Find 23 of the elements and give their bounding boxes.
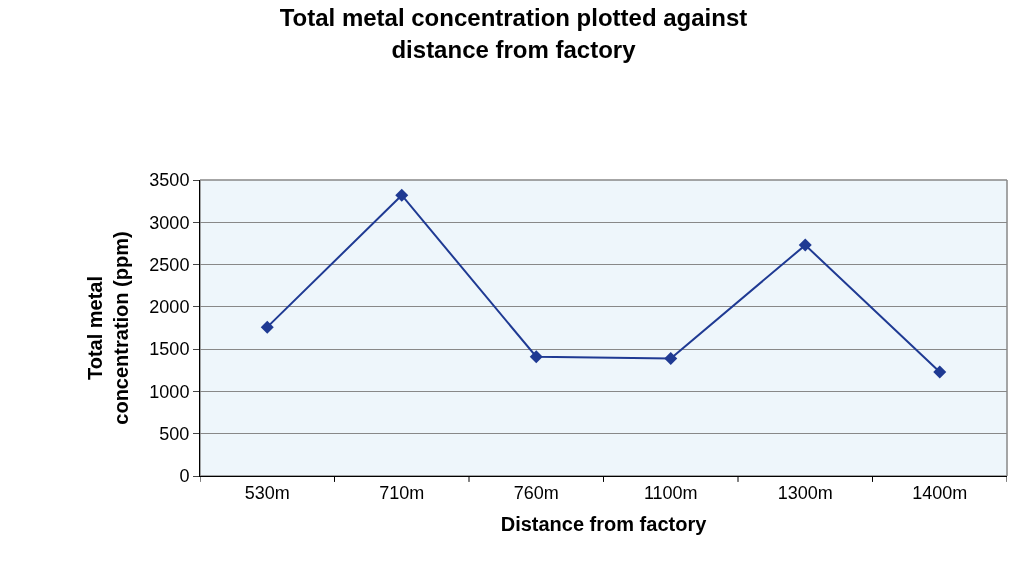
x-tick-label: 760m — [513, 482, 559, 503]
point — [529, 350, 543, 364]
x-tick-label: 1100m — [643, 482, 698, 503]
y-axis-title: Total metal concentration (ppm) — [83, 231, 132, 425]
y-tick-label: 3500 — [149, 170, 190, 191]
x-tick-label: 530m — [244, 482, 290, 503]
x-tick-label: 1400m — [912, 482, 968, 503]
y-tick-label: 2000 — [149, 297, 190, 318]
x-tick-label: 710m — [379, 482, 425, 503]
point — [395, 188, 409, 202]
point — [798, 238, 812, 252]
x-axis-title: Distance from factory — [500, 513, 708, 536]
point — [933, 365, 947, 379]
y-tick-label: 500 — [159, 424, 190, 445]
y-tick-label: 3000 — [149, 212, 190, 233]
y-tick-label: 1500 — [149, 339, 190, 360]
chart-title: Total metal concentration plotted against distance from factory — [279, 4, 748, 63]
point — [260, 320, 274, 334]
y-tick-label: 0 — [179, 466, 190, 487]
y-tick-label: 2500 — [149, 254, 190, 275]
x-tick-label: 1300m — [777, 482, 833, 503]
y-tick-label: 1000 — [149, 381, 190, 402]
point — [664, 351, 678, 365]
